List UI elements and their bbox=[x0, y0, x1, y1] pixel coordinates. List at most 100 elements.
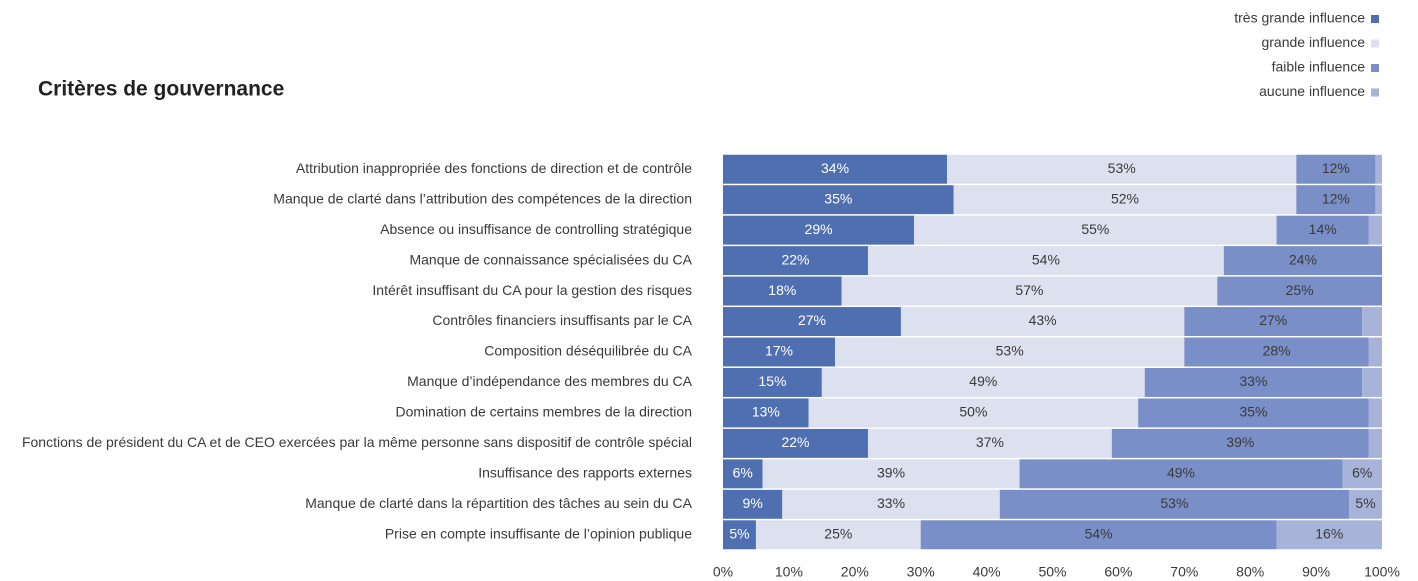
category-label: Manque de connaissance spécialisées du C… bbox=[409, 251, 692, 267]
bar-segment bbox=[1223, 246, 1382, 276]
category-label: Composition déséquilibrée du CA bbox=[484, 343, 692, 359]
data-label: 5% bbox=[1355, 495, 1375, 511]
bar-segment bbox=[947, 154, 1297, 184]
data-label: 54% bbox=[1085, 525, 1113, 541]
category-label: Absence ou insuffisance de controlling s… bbox=[380, 221, 692, 237]
bar-segment bbox=[821, 367, 1145, 397]
data-label: 29% bbox=[805, 221, 833, 237]
legend-swatch bbox=[1371, 88, 1379, 97]
bar-segment bbox=[723, 367, 822, 397]
data-label: 33% bbox=[1239, 373, 1267, 389]
x-tick-label: 60% bbox=[1104, 564, 1132, 580]
data-label: 24% bbox=[1289, 251, 1317, 267]
bar-segment bbox=[723, 489, 783, 519]
bar-segment bbox=[1342, 459, 1382, 489]
bar-segment bbox=[1184, 307, 1363, 337]
data-label: 18% bbox=[768, 282, 796, 298]
bar-segment bbox=[762, 459, 1020, 489]
data-label: 37% bbox=[976, 434, 1004, 450]
data-label: 9% bbox=[743, 495, 763, 511]
data-label: 52% bbox=[1111, 190, 1139, 206]
bar-segment bbox=[1362, 367, 1382, 397]
x-tick-label: 0% bbox=[713, 564, 733, 580]
category-label: Manque d’indépendance des membres du CA bbox=[407, 373, 693, 389]
bar-segment bbox=[920, 520, 1277, 550]
data-label: 22% bbox=[781, 434, 809, 450]
data-label: 53% bbox=[996, 343, 1024, 359]
data-label: 35% bbox=[1239, 404, 1267, 420]
data-label: 53% bbox=[1108, 160, 1136, 176]
bar-segment bbox=[1019, 459, 1343, 489]
bar-segment bbox=[953, 185, 1297, 215]
bar-segment bbox=[999, 489, 1350, 519]
legend-swatch bbox=[1371, 64, 1379, 72]
bar-segment bbox=[867, 428, 1112, 458]
bar-segment bbox=[755, 520, 921, 550]
x-tick-label: 30% bbox=[907, 564, 935, 580]
bar-segment bbox=[723, 154, 948, 184]
data-label: 57% bbox=[1015, 282, 1043, 298]
data-label: 16% bbox=[1315, 525, 1343, 541]
category-label: Attribution inappropriée des fonctions d… bbox=[296, 160, 692, 176]
bar-segment bbox=[782, 489, 1000, 519]
x-tick-label: 90% bbox=[1302, 564, 1330, 580]
data-label: 35% bbox=[824, 190, 852, 206]
bar-segment bbox=[1349, 489, 1382, 519]
data-label: 12% bbox=[1322, 160, 1350, 176]
data-label: 28% bbox=[1263, 343, 1291, 359]
category-label: Insuffisance des rapports externes bbox=[478, 465, 692, 481]
bar-segment bbox=[723, 520, 756, 550]
data-label: 53% bbox=[1160, 495, 1188, 511]
data-label: 6% bbox=[733, 465, 753, 481]
x-tick-label: 50% bbox=[1038, 564, 1066, 580]
bar-segment bbox=[1296, 154, 1376, 184]
bar-segment bbox=[1368, 337, 1382, 367]
data-label: 12% bbox=[1322, 190, 1350, 206]
legend-swatch bbox=[1371, 39, 1379, 48]
data-label: 27% bbox=[1259, 312, 1287, 328]
bar-segment bbox=[723, 276, 842, 306]
data-label: 17% bbox=[765, 343, 793, 359]
category-label: Domination de certains membres de la dir… bbox=[396, 404, 692, 420]
bar-segment bbox=[1368, 215, 1382, 245]
bar-segment bbox=[1368, 398, 1382, 428]
data-label: 33% bbox=[877, 495, 905, 511]
legend-label: faible influence bbox=[1272, 59, 1366, 75]
data-label: 14% bbox=[1309, 221, 1337, 237]
bar-segment bbox=[723, 428, 868, 458]
bar-segment bbox=[1375, 185, 1382, 215]
data-label: 15% bbox=[758, 373, 786, 389]
data-label: 27% bbox=[798, 312, 826, 328]
bar-segment bbox=[723, 185, 954, 215]
bar-segment bbox=[723, 337, 836, 367]
data-label: 43% bbox=[1029, 312, 1057, 328]
data-label: 55% bbox=[1081, 221, 1109, 237]
legend-swatch bbox=[1371, 15, 1379, 23]
bar-segment bbox=[808, 398, 1139, 428]
bar-segment bbox=[1276, 520, 1382, 550]
data-label: 13% bbox=[752, 404, 780, 420]
data-label: 49% bbox=[1167, 465, 1195, 481]
data-label: 39% bbox=[877, 465, 905, 481]
bar-segment bbox=[841, 276, 1218, 306]
bar-segment bbox=[723, 459, 763, 489]
x-tick-label: 100% bbox=[1364, 564, 1400, 580]
data-label: 25% bbox=[1286, 282, 1314, 298]
bar-segment bbox=[900, 307, 1185, 337]
category-label: Fonctions de président du CA et de CEO e… bbox=[22, 434, 692, 450]
bar-segment bbox=[1296, 185, 1376, 215]
bar-segment bbox=[1375, 154, 1382, 184]
legend-label: grande influence bbox=[1261, 34, 1365, 50]
data-label: 49% bbox=[969, 373, 997, 389]
legend-label: aucune influence bbox=[1259, 83, 1365, 99]
chart-title: Critères de gouvernance bbox=[38, 78, 284, 101]
x-tick-label: 10% bbox=[775, 564, 803, 580]
bar-segment bbox=[723, 246, 868, 276]
bar-segment bbox=[1138, 398, 1369, 428]
data-label: 50% bbox=[959, 404, 987, 420]
bar-segment bbox=[1362, 307, 1382, 337]
data-label: 54% bbox=[1032, 251, 1060, 267]
bar-segment bbox=[1368, 428, 1382, 458]
data-label: 5% bbox=[729, 525, 749, 541]
category-label: Prise en compte insuffisante de l’opinio… bbox=[385, 525, 692, 541]
